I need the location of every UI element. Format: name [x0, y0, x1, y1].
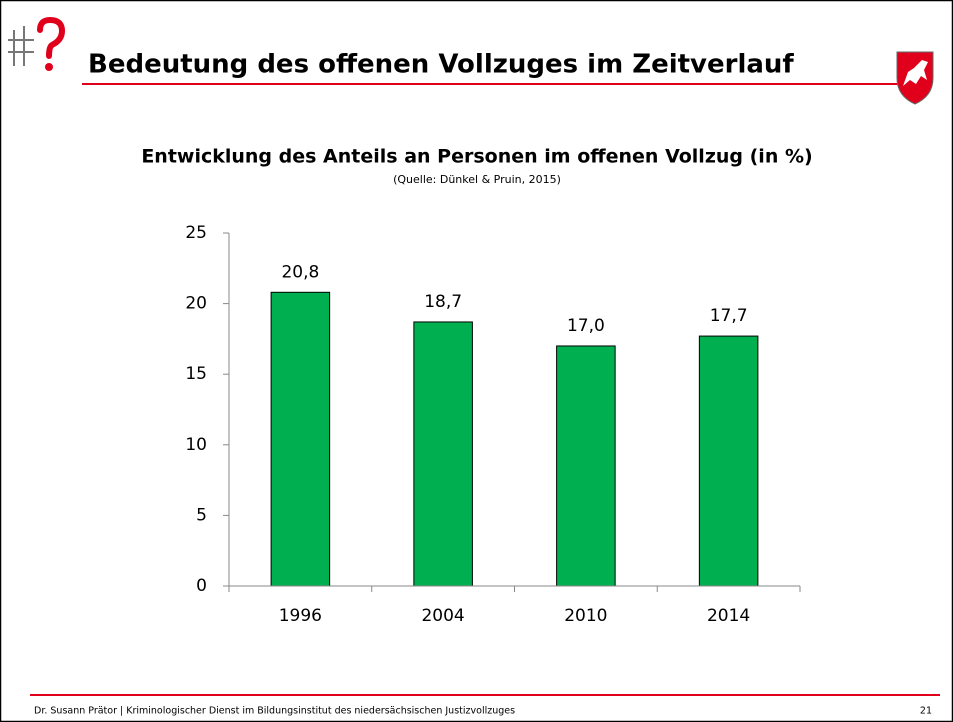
- logo-left: [8, 16, 66, 71]
- bar: [698, 335, 759, 587]
- page-number: 21: [920, 706, 932, 717]
- y-tick-label: 15: [185, 364, 207, 384]
- footer-text: Dr. Susann Prätor | Kriminologischer Die…: [34, 706, 515, 717]
- slide-title: Bedeutung des offenen Vollzuges im Zeitv…: [88, 50, 794, 80]
- y-tick-label: 5: [196, 505, 207, 525]
- bar: [413, 321, 473, 587]
- value-label: 20,8: [281, 262, 319, 282]
- x-tick-label: 1996: [279, 606, 322, 626]
- y-tick-label: 10: [185, 435, 207, 455]
- y-tick-label: 0: [196, 576, 207, 596]
- bar: [556, 345, 616, 587]
- x-tick-label: 2010: [564, 606, 607, 626]
- coat-of-arms: [896, 51, 934, 105]
- value-label: 17,0: [567, 316, 605, 336]
- value-label: 17,7: [710, 306, 748, 326]
- value-label: 18,7: [424, 292, 462, 312]
- x-tick-label: 2004: [421, 606, 464, 626]
- x-tick-label: 2014: [707, 606, 750, 626]
- chart-title: Entwicklung des Anteils an Personen im o…: [141, 146, 812, 168]
- y-tick-label: 20: [185, 294, 207, 314]
- chart-subtitle: (Quelle: Dünkel & Pruin, 2015): [393, 173, 561, 186]
- bar: [270, 291, 331, 587]
- y-tick-label: 25: [185, 223, 207, 243]
